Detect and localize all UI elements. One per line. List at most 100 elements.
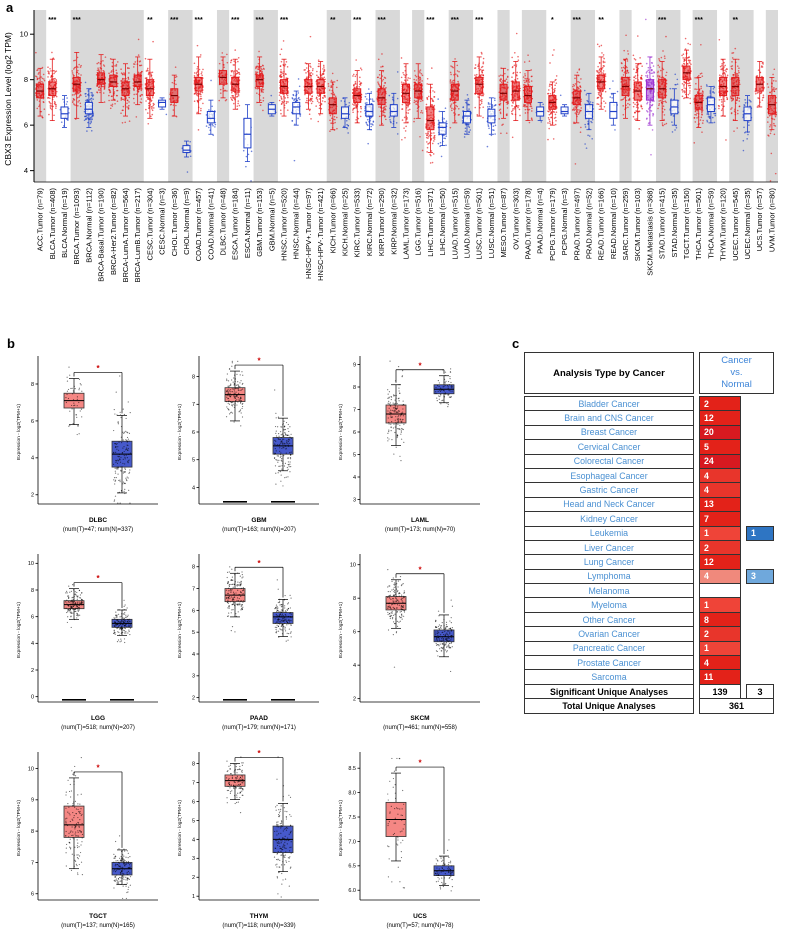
category-HNSC-HPV-.Tumor (n=421): HNSC-HPV-.Tumor (n=421) <box>315 59 326 281</box>
svg-text:*: * <box>551 17 554 24</box>
oncomine-row: Myeloma 1 <box>524 597 776 613</box>
svg-text:KICH.Tumor (n=66): KICH.Tumor (n=66) <box>328 188 337 254</box>
up-analyses-cell: 2 <box>699 396 741 412</box>
down-analyses-cell: 3 <box>746 568 774 585</box>
svg-text:**: ** <box>598 17 604 24</box>
svg-text:**: ** <box>330 17 336 24</box>
svg-text:BRCA.Normal (n=112): BRCA.Normal (n=112) <box>84 188 93 263</box>
cancer-type-label: Gastric Cancer <box>524 482 694 498</box>
svg-text:***: *** <box>451 17 459 24</box>
cancer-type-label: Colorectal Cancer <box>524 453 694 469</box>
category-SARC.Tumor (n=259): SARC.Tumor (n=259) <box>620 34 631 260</box>
category-LUSC.Normal (n=51): LUSC.Normal (n=51) <box>486 97 497 258</box>
cancer-type-label: Liver Cancer <box>524 539 694 556</box>
category-KIRC.Tumor (n=533): *** KIRC.Tumor (n=533) <box>351 17 363 258</box>
svg-text:CESC.Normal (n=3): CESC.Normal (n=3) <box>158 188 167 255</box>
subplot-DLBC: 2 4 6 8 Expression - log2(TPM+1) * DLBC (num(T)… <box>12 348 173 546</box>
svg-text:KICH.Normal (n=25): KICH.Normal (n=25) <box>341 188 350 257</box>
category-READ.Normal (n=10): READ.Normal (n=10) <box>609 80 619 259</box>
panel-b-boxplot-grid: 2 4 6 8 Expression - log2(TPM+1) * DLBC (num(T)… <box>12 348 495 942</box>
up-analyses-cell: 20 <box>699 424 741 441</box>
oncomine-row: Melanoma <box>524 583 776 599</box>
svg-text:4: 4 <box>24 166 28 175</box>
total-analyses-label: Total Unique Analyses <box>524 698 694 714</box>
oncomine-row: Lung Cancer 12 <box>524 554 776 570</box>
svg-text:CBX3 Expression Level (log2 TP: CBX3 Expression Level (log2 TPM) <box>3 32 13 166</box>
down-analyses-cell <box>746 425 774 440</box>
svg-text:BRCA-LumB.Tumor (n=217): BRCA-LumB.Tumor (n=217) <box>133 187 142 282</box>
category-STAD.Tumor (n=415): *** STAD.Tumor (n=415) <box>657 17 668 259</box>
oncomine-row: Colorectal Cancer 24 <box>524 453 776 469</box>
svg-text:PAAD.Tumor (n=178): PAAD.Tumor (n=178) <box>523 187 532 259</box>
svg-text:***: *** <box>170 17 178 24</box>
svg-text:KIRC.Normal (n=72): KIRC.Normal (n=72) <box>365 188 374 257</box>
oncomine-row: Liver Cancer 2 <box>524 539 776 556</box>
category-HNSC-HPV+.Tumor (n=97): HNSC-HPV+.Tumor (n=97) <box>303 35 314 279</box>
oncomine-row: Other Cancer 8 <box>524 611 776 628</box>
svg-text:***: *** <box>475 17 483 24</box>
svg-text:BLCA.Tumor (n=408): BLCA.Tumor (n=408) <box>48 188 57 260</box>
svg-text:COAD.Normal (n=41): COAD.Normal (n=41) <box>206 188 215 260</box>
oncomine-row: Bladder Cancer 2 <box>524 396 776 412</box>
svg-text:SKCM.Metastasis (n=368): SKCM.Metastasis (n=368) <box>645 188 654 276</box>
up-analyses-cell: 4 <box>699 467 741 484</box>
down-analyses-cell <box>746 612 774 627</box>
svg-text:KIRP.Tumor (n=290): KIRP.Tumor (n=290) <box>377 187 386 256</box>
panel-a-label: a <box>6 0 14 15</box>
up-analyses-cell: 4 <box>699 568 741 585</box>
down-analyses-cell <box>746 554 774 569</box>
significant-analyses-row: Significant Unique Analyses 139 3 <box>524 683 776 700</box>
total-analyses-count: 361 <box>699 698 774 714</box>
subplot-LAML: 3 4 5 6 7 8 9 Expression - log2(TPM+1) * LAML (num… <box>334 348 495 546</box>
category-CHOL.Tumor (n=36): *** CHOL.Tumor (n=36) <box>169 17 180 256</box>
svg-text:SKCM.Tumor (n=103): SKCM.Tumor (n=103) <box>633 188 642 262</box>
svg-text:STAD.Normal (n=35): STAD.Normal (n=35) <box>670 187 679 257</box>
svg-text:HNSC.Normal (n=44): HNSC.Normal (n=44) <box>292 188 301 260</box>
svg-text:BRCA-LumA.Tumor (n=564): BRCA-LumA.Tumor (n=564) <box>121 187 130 282</box>
category-OV.Tumor (n=303): OV.Tumor (n=303) <box>510 32 522 250</box>
down-analyses-cell <box>746 454 774 469</box>
category-KIRP.Normal (n=32): KIRP.Normal (n=32) <box>388 71 399 255</box>
category-KICH.Normal (n=25): KICH.Normal (n=25) <box>340 97 351 257</box>
svg-text:LUAD.Tumor (n=515): LUAD.Tumor (n=515) <box>450 187 459 259</box>
svg-text:ESCA.Normal (n=11): ESCA.Normal (n=11) <box>243 187 252 258</box>
up-analyses-cell: 5 <box>699 439 741 455</box>
category-COAD.Normal (n=41): COAD.Normal (n=41) <box>205 79 217 260</box>
category-LGG.Tumor (n=516): LGG.Tumor (n=516) <box>413 63 424 255</box>
category-PRAD.Tumor (n=497): *** PRAD.Tumor (n=497) <box>571 17 582 260</box>
svg-text:MESO.Tumor (n=87): MESO.Tumor (n=87) <box>499 188 508 258</box>
panel-b-label: b <box>7 336 15 351</box>
up-analyses-cell <box>699 583 741 599</box>
svg-text:LIHC.Tumor (n=371): LIHC.Tumor (n=371) <box>426 188 435 257</box>
category-READ.Tumor (n=166): ** READ.Tumor (n=166) <box>595 17 607 261</box>
oncomine-row: Gastric Cancer 4 <box>524 482 776 498</box>
cancer-type-label: Other Cancer <box>524 611 694 628</box>
cancer-type-label: Lymphoma <box>524 568 694 585</box>
category-BRCA.Tumor (n=1093): *** BRCA.Tumor (n=1093) <box>71 17 82 265</box>
category-SKCM.Tumor (n=103): SKCM.Tumor (n=103) <box>632 35 644 262</box>
down-analyses-cell <box>746 669 774 684</box>
category-KICH.Tumor (n=66): ** KICH.Tumor (n=66) <box>327 17 339 254</box>
svg-text:HNSC-HPV+.Tumor (n=97): HNSC-HPV+.Tumor (n=97) <box>304 188 313 279</box>
svg-text:HNSC-HPV-.Tumor (n=421): HNSC-HPV-.Tumor (n=421) <box>316 188 325 281</box>
svg-text:PCPG.Tumor (n=179): PCPG.Tumor (n=179) <box>548 188 557 261</box>
subplot-SKCM: 2 4 6 8 10 Expression - log2(TPM+1) * SKCM (num(… <box>334 546 495 744</box>
category-BLCA.Tumor (n=408): *** BLCA.Tumor (n=408) <box>47 17 58 260</box>
down-analyses-cell <box>746 482 774 497</box>
svg-text:READ.Tumor (n=166): READ.Tumor (n=166) <box>597 188 606 261</box>
oncomine-row: Esophageal Cancer 4 <box>524 467 776 484</box>
svg-text:***: *** <box>48 17 56 24</box>
svg-text:***: *** <box>378 17 386 24</box>
analysis-type-header: Analysis Type by Cancer <box>524 352 694 394</box>
down-analyses-cell <box>746 597 774 612</box>
category-UCEC.Normal (n=35): UCEC.Normal (n=35) <box>742 95 753 259</box>
svg-text:***: *** <box>256 17 264 24</box>
oncomine-row: Brain and CNS Cancer 12 <box>524 410 776 426</box>
up-analyses-cell: 2 <box>699 626 741 642</box>
oncomine-row: Leukemia 1 1 <box>524 525 776 541</box>
